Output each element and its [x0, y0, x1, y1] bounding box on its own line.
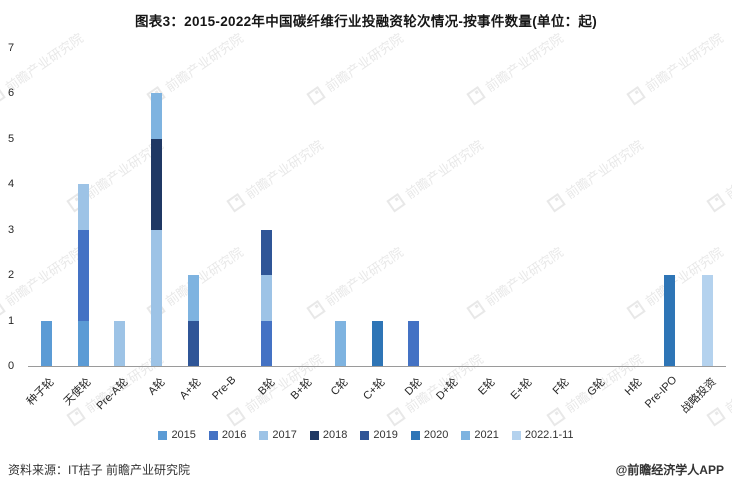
y-axis-label: 4: [8, 178, 15, 191]
legend: 2015 2016 2017 2018 2019 2020 2021 2022.1-11: [0, 429, 732, 441]
bar-segment: [187, 275, 199, 321]
legend-swatch: [158, 430, 168, 440]
bar-segment: [40, 320, 52, 366]
credit-text: @前瞻经济学人APP: [615, 463, 724, 477]
legend-swatch: [360, 430, 370, 440]
x-axis-line: [28, 366, 726, 367]
y-axis-label: 0: [8, 360, 15, 372]
chart-title: 图表3：2015-2022年中国碳纤维行业投融资轮次情况-按事件数量(单位：起): [134, 14, 598, 29]
source-text: 资料来源：IT桔子 前瞻产业研究院: [8, 463, 190, 477]
bar-segment: [261, 320, 273, 366]
legend-swatch: [208, 430, 218, 440]
y-axis-label: 6: [8, 87, 15, 100]
legend-swatch: [461, 430, 471, 440]
legend-label: 2021: [474, 429, 499, 441]
legend-item: 2020: [410, 429, 449, 441]
bar-segment: [261, 229, 273, 276]
y-axis-label: 1: [8, 314, 15, 327]
bar-segment: [664, 275, 676, 366]
y-axis-label: 7: [8, 42, 15, 54]
legend-swatch: [259, 430, 269, 440]
legend-item: 2015: [158, 429, 196, 441]
bar-segment: [77, 184, 89, 230]
y-axis-label: 3: [8, 223, 15, 236]
bar-segment: [151, 138, 163, 230]
legend-label: 2018: [322, 429, 348, 441]
bar-segment: [187, 320, 199, 366]
bar-segment: [77, 320, 89, 366]
bar-segment: [702, 275, 714, 366]
legend-swatch: [410, 430, 420, 440]
legend-item: 2017: [259, 429, 297, 441]
bar-segment: [408, 320, 420, 366]
y-axis-label: 5: [8, 132, 15, 145]
bar-segment: [261, 275, 273, 321]
bar-segment: [334, 320, 346, 366]
legend-swatch: [511, 430, 521, 440]
legend-label: 2015: [171, 429, 196, 441]
legend-label: 2017: [272, 429, 297, 441]
bar-segment: [371, 320, 383, 366]
y-axis-label: 2: [8, 269, 15, 282]
legend-item: 2019: [360, 429, 398, 441]
legend-label: 2022.1-11: [524, 429, 574, 441]
bar-segment: [151, 229, 163, 366]
bar-segment: [77, 229, 89, 321]
legend-swatch: [309, 430, 319, 440]
legend-item: 2016: [208, 429, 247, 441]
bar-segment: [151, 93, 163, 139]
legend-label: 2020: [423, 429, 449, 441]
legend-item: 2021: [461, 429, 499, 441]
legend-label: 2019: [373, 429, 398, 441]
legend-item: 2018: [309, 429, 348, 441]
legend-item: 2022.1-11: [511, 429, 574, 441]
legend-label: 2016: [221, 429, 247, 441]
bar-segment: [114, 320, 126, 366]
